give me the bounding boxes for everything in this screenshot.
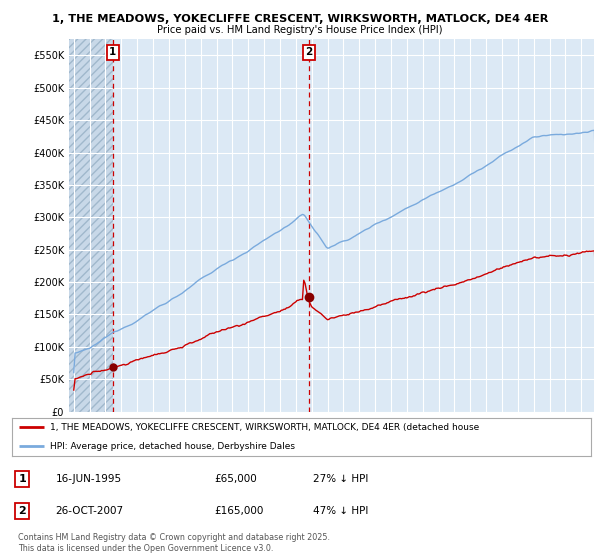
Text: 1: 1 [109,47,116,57]
Bar [69,39,113,412]
Text: HPI: Average price, detached house, Derbyshire Dales: HPI: Average price, detached house, Derb… [50,442,295,451]
Text: 2: 2 [305,47,313,57]
Text: 1: 1 [19,474,26,484]
Text: 47% ↓ HPI: 47% ↓ HPI [313,506,368,516]
Text: 16-JUN-1995: 16-JUN-1995 [55,474,122,484]
Bar [69,39,113,412]
Text: £65,000: £65,000 [215,474,257,484]
Text: 26-OCT-2007: 26-OCT-2007 [55,506,124,516]
Text: 2: 2 [19,506,26,516]
Text: 1, THE MEADOWS, YOKECLIFFE CRESCENT, WIRKSWORTH, MATLOCK, DE4 4ER (detached hous: 1, THE MEADOWS, YOKECLIFFE CRESCENT, WIR… [50,423,479,432]
Text: Price paid vs. HM Land Registry's House Price Index (HPI): Price paid vs. HM Land Registry's House … [157,25,443,35]
Text: 1, THE MEADOWS, YOKECLIFFE CRESCENT, WIRKSWORTH, MATLOCK, DE4 4ER: 1, THE MEADOWS, YOKECLIFFE CRESCENT, WIR… [52,14,548,24]
Text: 27% ↓ HPI: 27% ↓ HPI [313,474,368,484]
Text: Contains HM Land Registry data © Crown copyright and database right 2025.
This d: Contains HM Land Registry data © Crown c… [18,533,330,553]
Text: £165,000: £165,000 [215,506,264,516]
